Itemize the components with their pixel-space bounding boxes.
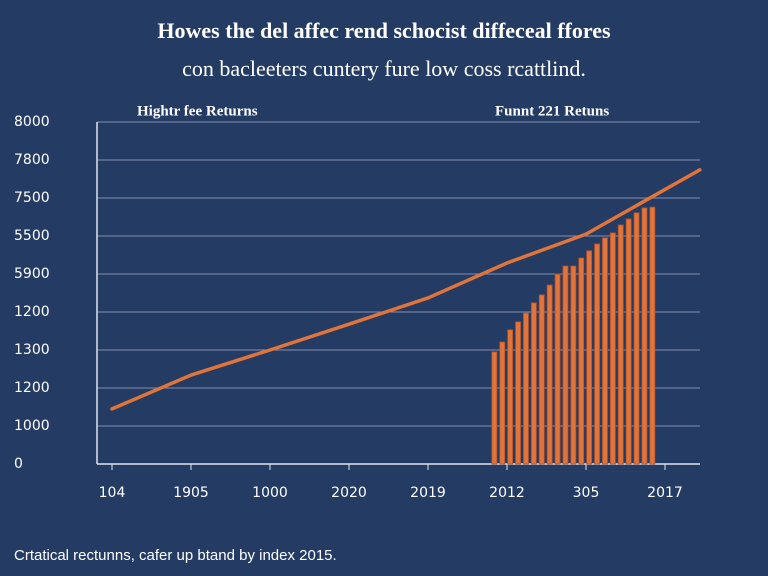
y-tick-label: 7500	[14, 190, 50, 206]
y-tick-label: 1200	[14, 304, 50, 320]
bar	[523, 312, 529, 465]
x-tick-label: 1000	[252, 485, 288, 501]
x-tick-label: 2020	[331, 485, 367, 501]
legend-label: Funnt 221 Retuns	[495, 103, 609, 119]
y-tick-label: 1000	[14, 418, 50, 434]
bar	[617, 224, 624, 465]
chart-title: con bacleeters cuntery fure low coss rca…	[182, 56, 586, 81]
bar	[570, 265, 577, 465]
bar	[515, 321, 521, 465]
line	[110, 168, 702, 411]
x-tick-label: 2012	[489, 485, 525, 501]
footnote: Crtatical rectunns, cafer up btand by in…	[14, 547, 337, 564]
y-tick-label: 8000	[14, 114, 50, 130]
bar	[609, 232, 616, 465]
y-tick-label: 7800	[14, 152, 50, 168]
x-tick-label: 2017	[647, 485, 683, 501]
bar	[641, 207, 648, 465]
bar	[602, 237, 608, 465]
bar	[507, 329, 514, 465]
x-tick-label: 104	[99, 485, 126, 501]
bar	[625, 218, 632, 465]
bar	[594, 243, 600, 465]
y-tick-label: 0	[14, 456, 23, 472]
bar	[562, 265, 569, 465]
legend-label: Hightr fee Returns	[137, 103, 258, 119]
bar	[586, 250, 593, 465]
chart-title: Howes the del affec rend schocist diffec…	[157, 18, 611, 43]
bar	[530, 302, 537, 465]
y-tick-label: 5500	[14, 228, 50, 244]
y-tick-label: 1200	[14, 380, 50, 396]
bar	[538, 294, 545, 465]
y-tick-label: 1300	[14, 342, 50, 358]
x-tick-label: 1905	[173, 485, 209, 501]
bar	[578, 257, 585, 465]
y-tick-label: 5900	[14, 266, 50, 282]
bar	[633, 212, 640, 465]
bar	[499, 341, 506, 465]
bar	[554, 273, 561, 465]
bar	[649, 206, 656, 465]
bar	[491, 351, 498, 465]
x-tick-label: 2019	[410, 485, 446, 501]
bar	[546, 284, 553, 465]
x-tick-label: 305	[573, 485, 600, 501]
